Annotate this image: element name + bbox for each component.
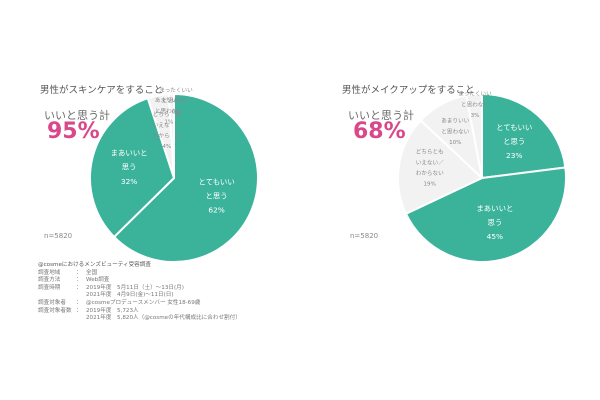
pie-chart-0: とてもいいと思う 62% まあいいと思う 32%どちらともいえない／わからない 4%あま… bbox=[89, 87, 259, 263]
survey-title: @cosmeにおけるメンズビューティ受容調査 bbox=[38, 262, 151, 268]
pie-slice bbox=[404, 166, 567, 263]
pie-slice-label: あまりいいと思わない 10% bbox=[441, 118, 469, 146]
good-total-label-skincare: いいと思う計 bbox=[44, 109, 110, 122]
pie-slice-label: どちらともいえない／わからない 4% bbox=[153, 110, 181, 150]
survey-row-target: 調査対象者： @cosmeプロデュースメンバー 女性18-69歳 bbox=[38, 299, 201, 306]
survey-value: Web調査 bbox=[86, 277, 110, 284]
good-total-label-makeup: いいと思う計 bbox=[348, 109, 414, 122]
survey-row-count: 調査対象者数： 2019年度 5,723人 2021年度 5,820人（@cos… bbox=[38, 307, 241, 322]
pie-slice-label: まったくいいと思わない 3% bbox=[458, 91, 492, 119]
survey-key: 調査地域 bbox=[38, 269, 61, 276]
pie-slice-label: とてもいいと思う 62% bbox=[199, 177, 235, 214]
survey-value: 全国 bbox=[86, 269, 98, 276]
pie-slice bbox=[167, 93, 175, 179]
pie-chart-1: とてもいいと思う 23% まあいいと思う 45% どちらともいえない／わからない 19%あ… bbox=[397, 91, 567, 263]
survey-key: 調査対象者 bbox=[38, 299, 66, 306]
chart-title-makeup: 男性がメイクアップをすること bbox=[342, 85, 475, 96]
pie-slice-label: まったくいいと思わない 0% bbox=[159, 87, 193, 115]
pie-slice-label: とてもいいと思う 23% bbox=[496, 123, 532, 160]
pie-slice-label: まあいいと思う 45% bbox=[476, 204, 513, 241]
pie-slice bbox=[481, 93, 567, 179]
survey-value: @cosmeプロデュースメンバー 女性18-69歳 bbox=[86, 299, 201, 306]
sample-size-skincare: n=5820 bbox=[44, 232, 73, 240]
good-total-value-skincare: 95% bbox=[47, 119, 100, 144]
pie-slice-label: どちらともいえない／わからない 19% bbox=[416, 148, 444, 188]
survey-value: 2021年度 4月9日(金)～11日(日) bbox=[86, 292, 174, 299]
pie-slice bbox=[113, 93, 259, 263]
survey-key: 調査時期 bbox=[38, 284, 61, 291]
pie-slice bbox=[397, 119, 483, 215]
survey-value: 2019年度 5,723人 bbox=[86, 307, 139, 314]
survey-row-region: 調査地域： 全国 bbox=[38, 269, 98, 276]
good-total-value-makeup: 68% bbox=[353, 119, 406, 144]
survey-row-period: 調査時期： 2019年度 5月11日（土）～13日(月) 2021年度 4月9日… bbox=[38, 284, 184, 299]
pie-slice-label: あまりいいと思わない 1% bbox=[155, 97, 183, 125]
survey-value: 2021年度 5,820人（@cosmeの年代構成比に合わせ割付） bbox=[86, 315, 241, 322]
pie-slice bbox=[465, 93, 483, 179]
survey-row-method: 調査方法： Web調査 bbox=[38, 277, 110, 284]
chart-title-skincare: 男性がスキンケアをすること bbox=[40, 85, 164, 96]
pie-slice bbox=[89, 97, 175, 238]
survey-key: 調査対象者数 bbox=[38, 307, 72, 314]
survey-info: @cosmeにおけるメンズビューティ受容調査 調査地域： 全国 調査方法： We… bbox=[38, 262, 241, 323]
sample-size-makeup: n=5820 bbox=[350, 232, 379, 240]
pie-slice-label: まあいいと思う 32% bbox=[111, 149, 148, 186]
survey-value: 2019年度 5月11日（土）～13日(月) bbox=[86, 284, 184, 291]
survey-key: 調査方法 bbox=[38, 277, 61, 284]
